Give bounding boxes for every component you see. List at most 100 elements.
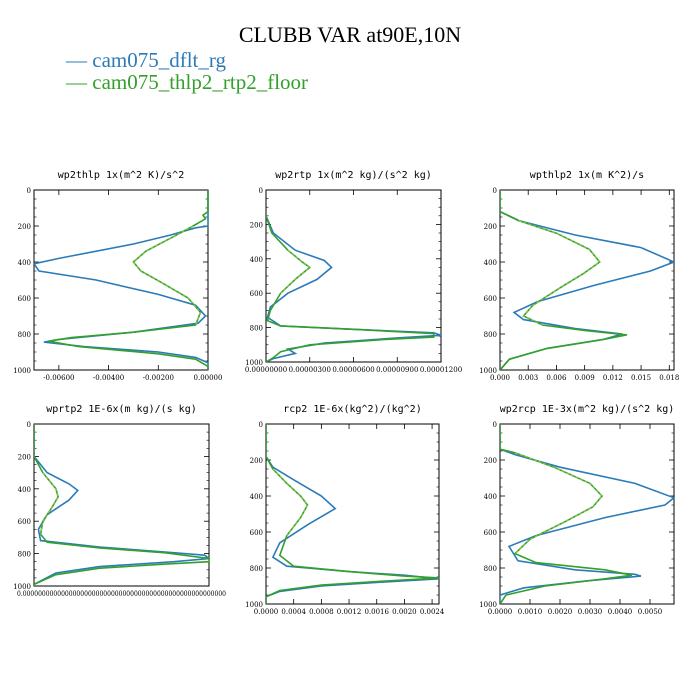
legend-label-1: cam075_dflt_rg (92, 48, 227, 72)
series-line-dashed-overlay (132, 225, 202, 326)
plot-frame (499, 189, 675, 371)
series-line-dflt (266, 215, 442, 362)
x-tick-label: 0.0010 (518, 608, 543, 616)
x-tick-label: 0.00000000 (245, 366, 287, 374)
y-tick-label: 200 (484, 457, 497, 465)
x-tick-label: 0.006 (546, 374, 567, 382)
series-line-dflt (500, 424, 675, 604)
x-tick-label: -0.00600 (43, 374, 74, 382)
series-line-dashed-overlay (40, 472, 59, 535)
y-tick-label: 1000 (13, 583, 31, 591)
y-tick-label: 600 (250, 529, 263, 537)
y-tick-label: 600 (484, 295, 497, 303)
y-tick-label: 200 (484, 223, 497, 231)
x-tick-label: -0.00400 (93, 374, 124, 382)
x-tick-label: 0.0008 (309, 608, 334, 616)
x-tick-label: 0.003 (518, 374, 538, 382)
y-tick-label: 600 (250, 290, 263, 298)
y-tick-label: 800 (250, 565, 263, 573)
panel-title: wpthlp2 1x(m K^2)/s (530, 170, 644, 181)
series-line-dashed-overlay (272, 468, 309, 536)
plot-frame (499, 423, 675, 605)
x-tick-label: 0.0020 (548, 608, 573, 616)
series-line-dflt (266, 424, 440, 604)
legend-swatch-2: — (66, 70, 93, 94)
y-tick-label: 600 (18, 295, 31, 303)
panel-title: wp2thlp 1x(m^2 K)/s^2 (58, 170, 184, 181)
panel-title: wprtp2 1E-6x(m kg)/(s kg) (46, 404, 197, 415)
x-tick-label: 0.015 (631, 374, 651, 382)
x-tick-label: 0.00000300 (289, 366, 331, 374)
series-line-dashed-overlay (514, 452, 603, 554)
x-tick-label: 0.0012 (337, 608, 362, 616)
x-tick-label: 0.0040 (608, 608, 633, 616)
x-tick-label: 0.0016 (364, 608, 389, 616)
y-tick-label: 1000 (245, 601, 263, 609)
panel-title: wp2rtp 1x(m^2 kg)/(s^2 kg) (275, 170, 432, 181)
x-tick-label: 0.012 (603, 374, 623, 382)
y-tick-label: 1000 (479, 601, 497, 609)
x-tick-label: 0.00000900 (376, 366, 418, 374)
y-tick-label: 200 (250, 457, 263, 465)
y-tick-label: 200 (18, 453, 31, 461)
panel-wpthlp2: wpthlp2 1x(m K^2)/s020040060080010000.00… (479, 170, 679, 382)
y-tick-label: 800 (18, 331, 31, 339)
y-tick-label: 800 (484, 331, 497, 339)
x-tick-label: 0.0030 (578, 608, 603, 616)
legend-entry-1: — cam075_dflt_rg (66, 48, 226, 73)
y-tick-label: 800 (18, 551, 31, 559)
series-line-floor (266, 215, 435, 362)
y-tick-label: 400 (484, 493, 497, 501)
x-tick-label: 0.0000 (488, 608, 513, 616)
x-tick-labels-overlapping: 0.00000000000000000000000000000000000000… (17, 590, 226, 598)
y-tick-label: 400 (18, 486, 31, 494)
series-line-floor (500, 424, 633, 604)
x-tick-label: 0.009 (575, 374, 595, 382)
panel-rcp2: rcp2 1E-6x(kg^2)/(kg^2) 0 200 400 600 800 1000… (245, 404, 445, 616)
y-tick-label: 0 (493, 421, 497, 429)
y-tick-label: 400 (18, 259, 31, 267)
panel-title: wp2rcp 1E-3x(m^2 kg)/(s^2 kg) (500, 404, 675, 415)
legend-swatch-1: — (66, 48, 93, 72)
y-tick-label: 600 (484, 529, 497, 537)
y-tick-label: 800 (484, 565, 497, 573)
y-tick-label: 0 (493, 187, 497, 195)
series-line-dflt (34, 424, 210, 586)
y-tick-label: 200 (18, 223, 31, 231)
y-tick-label: 600 (18, 518, 31, 526)
y-tick-label: 0 (259, 187, 263, 195)
series-line-dashed-overlay (518, 220, 601, 326)
x-tick-label: 0.0000 (254, 608, 279, 616)
x-tick-label: 0.0020 (392, 608, 417, 616)
y-tick-label: 1000 (479, 367, 497, 375)
x-tick-label: 0.0050 (638, 608, 663, 616)
legend-entry-2: — cam075_thlp2_rtp2_floor (66, 70, 308, 95)
panel-title: rcp2 1E-6x(kg^2)/(kg^2) (283, 404, 421, 415)
panel-wp2thlp: wp2thlp 1x(m^2 K)/s^2 0 200 400 600 800 1000 -0… (13, 170, 222, 382)
x-tick-label: 0.00000 (194, 374, 223, 382)
y-tick-label: 0 (259, 421, 263, 429)
x-tick-label: 0.00001200 (420, 366, 462, 374)
x-tick-label: 0.000 (490, 374, 510, 382)
y-tick-label: 1000 (13, 367, 31, 375)
x-tick-label: 0.0004 (281, 608, 306, 616)
y-tick-label: 200 (250, 221, 263, 229)
panel-wp2rcp: wp2rcp 1E-3x(m^2 kg)/(s^2 kg)0 200 400 600 8… (479, 404, 675, 616)
y-tick-label: 400 (484, 259, 497, 267)
figure-title: CLUBB VAR at90E,10N (238, 22, 462, 47)
y-tick-label: 800 (250, 325, 263, 333)
y-tick-label: 0 (27, 187, 31, 195)
y-tick-label: 400 (250, 493, 263, 501)
panel-wp2rtp: wp2rtp 1x(m^2 kg)/(s^2 kg) 0 200 400 600 800 1… (245, 170, 462, 374)
x-tick-label: -0.00200 (143, 374, 174, 382)
series-line-floor (266, 424, 440, 604)
panel-wprtp2: wprtp2 1E-6x(m kg)/(s kg) 0 200 400 600 800 10… (13, 404, 226, 598)
series-line-dflt (500, 190, 675, 370)
x-tick-label: 0.0024 (420, 608, 445, 616)
y-tick-label: 0 (27, 421, 31, 429)
y-tick-label: 400 (250, 256, 263, 264)
x-tick-label: 0.018 (659, 374, 679, 382)
series-line-dashed-overlay (280, 249, 311, 294)
